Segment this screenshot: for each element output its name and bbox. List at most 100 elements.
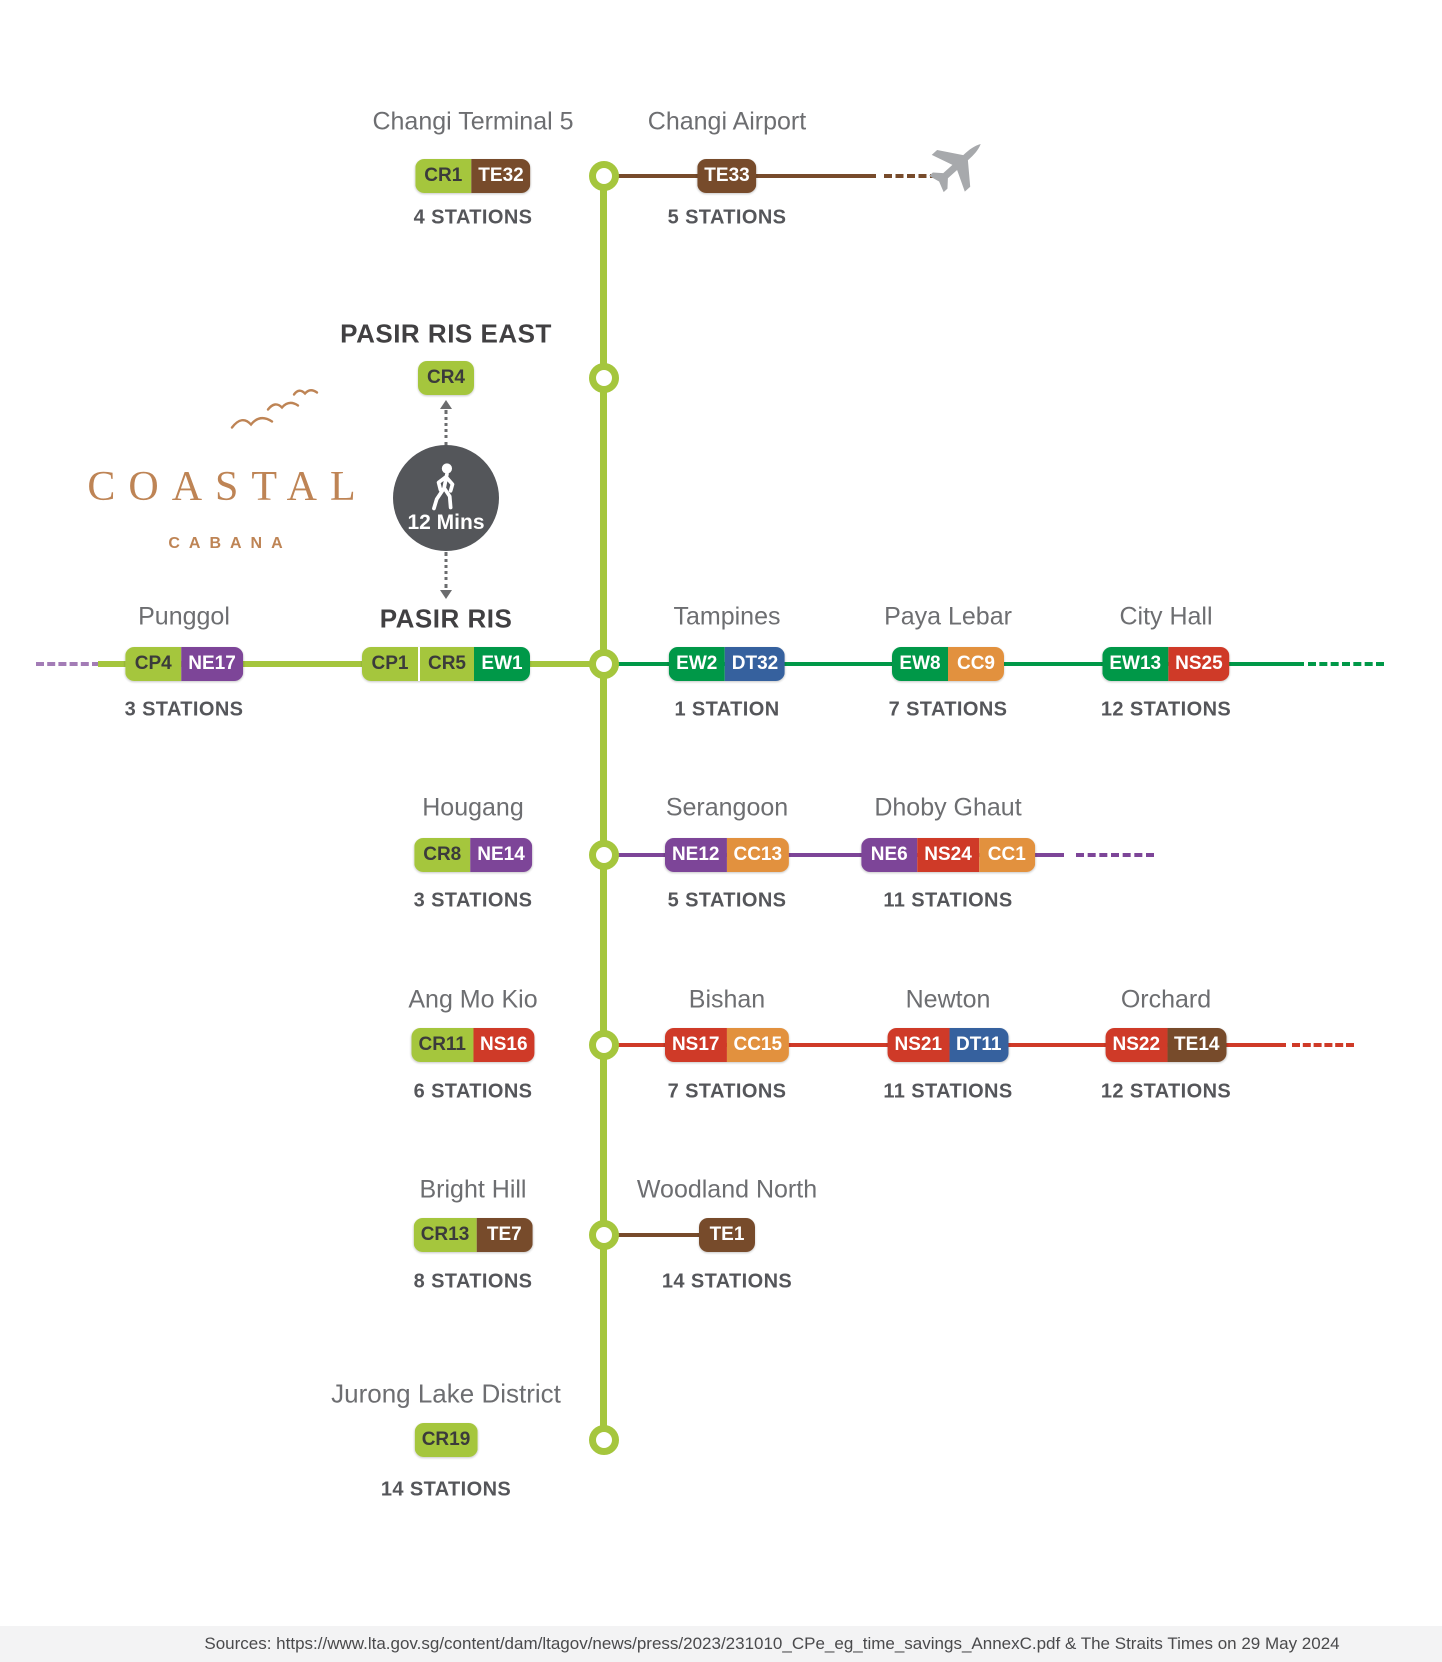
station-count-jurong-lake-district: 14 STATIONS [380, 1478, 512, 1501]
station-label-paya-lebar: Paya Lebar [884, 602, 1012, 631]
station-label-serangoon: Serangoon [665, 793, 789, 822]
node-bright-hill [589, 1220, 619, 1250]
station-count-dhoby-ghaut: 11 STATIONS [883, 889, 1013, 912]
logo-title: COASTAL [87, 464, 369, 510]
badge-dt11: DT11 [949, 1028, 1009, 1062]
node-hougang [589, 840, 619, 870]
tel-line-woodland [604, 1233, 734, 1237]
source-bar: Sources: https://www.lta.gov.sg/content/… [0, 1626, 1442, 1662]
station-label-pasir-ris: PASIR RIS [379, 603, 513, 634]
station-badges-pasir-ris-east: CR4 [418, 361, 474, 395]
station-badges-punggol: CP4 NE17 [125, 647, 243, 681]
crl-main-line [98, 661, 604, 667]
badge-dt32: DT32 [724, 647, 786, 681]
station-label-woodland-north: Woodland North [636, 1175, 818, 1204]
station-label-city-hall: City Hall [1119, 602, 1213, 631]
station-label-dhoby-ghaut: Dhoby Ghaut [874, 793, 1022, 822]
station-label-jurong-lake-district: Jurong Lake District [331, 1378, 561, 1409]
badge-cr13: CR13 [413, 1218, 477, 1252]
station-label-pasir-ris-east: PASIR RIS EAST [340, 318, 552, 349]
badge-ne6: NE6 [861, 838, 918, 872]
node-pasir-ris-east [589, 363, 619, 393]
station-count-changi-terminal-5: 4 STATIONS [413, 206, 533, 229]
station-label-hougang: Hougang [422, 793, 524, 822]
station-badges-ang-mo-kio: CR11 NS16 [411, 1028, 535, 1062]
station-label-changi-airport: Changi Airport [647, 107, 807, 136]
badge-ns17: NS17 [664, 1028, 727, 1062]
station-badges-orchard: NS22 TE14 [1105, 1028, 1227, 1062]
badge-cr1: CR1 [415, 159, 472, 193]
station-label-bright-hill: Bright Hill [419, 1175, 527, 1204]
badge-cp1: CP1 [362, 647, 418, 681]
station-badges-dhoby-ghaut: NE6 NS24 CC1 [861, 838, 1035, 872]
logo-subtitle: CABANA [168, 535, 292, 552]
badge-te32: TE32 [471, 159, 531, 193]
source-text: Sources: https://www.lta.gov.sg/content/… [204, 1634, 1340, 1653]
nel-line [604, 853, 1064, 857]
station-label-orchard: Orchard [1120, 985, 1212, 1014]
station-count-paya-lebar: 7 STATIONS [888, 698, 1008, 721]
badge-ns16: NS16 [473, 1028, 535, 1062]
station-label-bishan: Bishan [688, 985, 766, 1014]
badge-ns25: NS25 [1168, 647, 1230, 681]
station-label-ang-mo-kio: Ang Mo Kio [408, 985, 538, 1014]
badge-cr19: CR19 [414, 1423, 478, 1457]
ewl-dash-right [1308, 662, 1384, 666]
station-badges-paya-lebar: EW8 CC9 [892, 647, 1004, 681]
station-badges-jurong-lake-district: CR19 [414, 1423, 478, 1457]
badge-cp4: CP4 [125, 647, 182, 681]
badge-cc1: CC1 [978, 838, 1035, 872]
dotted-line-up [444, 410, 448, 446]
station-label-changi-terminal-5: Changi Terminal 5 [372, 107, 574, 136]
badge-ew8: EW8 [892, 647, 948, 681]
station-label-tampines: Tampines [673, 602, 781, 631]
arrow-down-icon [440, 590, 452, 599]
station-count-bright-hill: 8 STATIONS [413, 1270, 533, 1293]
badge-ne12: NE12 [664, 838, 727, 872]
badge-cr8: CR8 [414, 838, 471, 872]
station-label-punggol: Punggol [138, 602, 230, 631]
node-ang-mo-kio [589, 1030, 619, 1060]
arrow-up-icon [440, 400, 452, 409]
node-terminus [589, 1425, 619, 1455]
airplane-icon [926, 133, 990, 202]
node-pasir-ris [589, 649, 619, 679]
badge-cr5: CR5 [418, 647, 474, 681]
tel-dash-changi [884, 174, 938, 178]
walking-person-icon [432, 462, 455, 510]
station-count-punggol: 3 STATIONS [124, 698, 244, 721]
badge-ne17: NE17 [181, 647, 243, 681]
station-badges-newton: NS21 DT11 [887, 1028, 1009, 1062]
station-count-ang-mo-kio: 6 STATIONS [413, 1080, 533, 1103]
nsl-dash-right [1292, 1043, 1354, 1047]
station-badges-changi-airport: TE33 [697, 159, 757, 193]
badge-ns22: NS22 [1105, 1028, 1168, 1062]
badge-te33: TE33 [697, 159, 757, 193]
badge-ne14: NE14 [470, 838, 532, 872]
badge-ew13: EW13 [1102, 647, 1169, 681]
station-badges-serangoon: NE12 CC13 [664, 838, 790, 872]
node-changi [589, 161, 619, 191]
station-count-serangoon: 5 STATIONS [667, 889, 787, 912]
badge-cc13: CC13 [726, 838, 790, 872]
badge-ns24: NS24 [917, 838, 979, 872]
station-badges-city-hall: EW13 NS25 [1102, 647, 1230, 681]
station-count-bishan: 7 STATIONS [667, 1080, 787, 1103]
badge-cc9: CC9 [948, 647, 1004, 681]
station-count-tampines: 1 STATION [674, 698, 780, 721]
birds-icon [220, 386, 324, 447]
nel-dash-left [36, 662, 100, 666]
badge-ew2: EW2 [668, 647, 725, 681]
station-badges-changi-terminal-5: CR1 TE32 [415, 159, 531, 193]
station-count-changi-airport: 5 STATIONS [667, 206, 787, 229]
crl-vertical-line [600, 176, 607, 1440]
badge-cr4: CR4 [418, 361, 474, 395]
station-count-orchard: 12 STATIONS [1100, 1080, 1232, 1103]
nel-dash-right [1076, 853, 1154, 857]
badge-cr11: CR11 [411, 1028, 473, 1062]
station-badges-bishan: NS17 CC15 [664, 1028, 790, 1062]
station-badges-pasir-ris: CP1 CR5 EW1 [362, 647, 530, 681]
station-badges-bright-hill: CR13 TE7 [413, 1218, 533, 1252]
station-count-city-hall: 12 STATIONS [1100, 698, 1232, 721]
